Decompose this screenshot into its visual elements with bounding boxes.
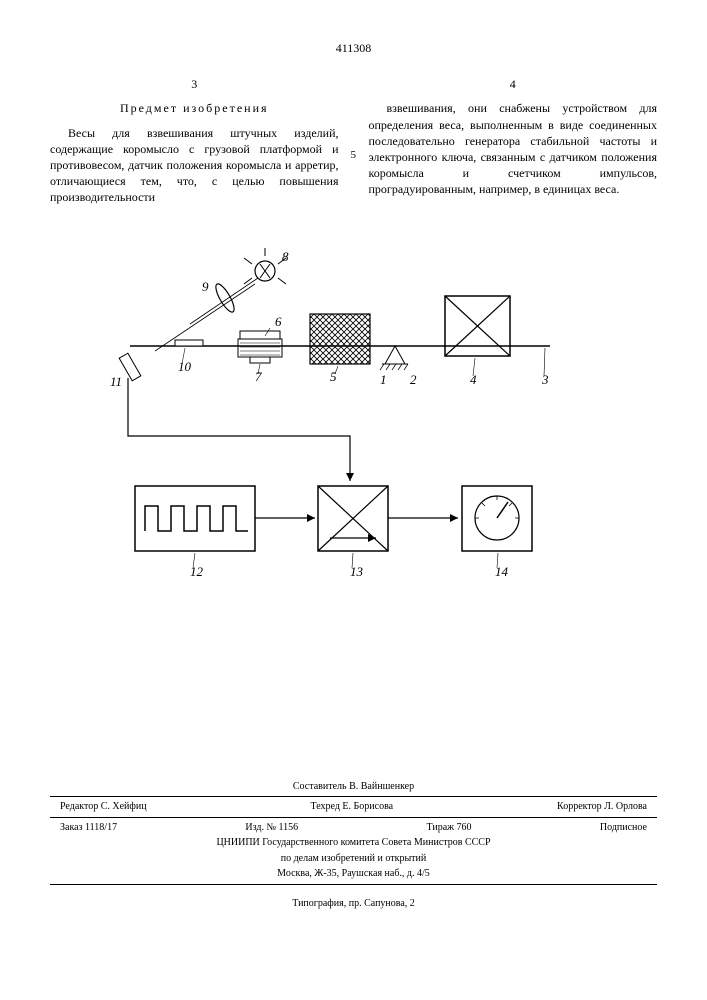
typography: Типография, пр. Сапунова, 2 [50,897,657,911]
label-1: 1 [380,372,387,387]
text-columns: 3 Предмет изобретения Весы для взвешиван… [50,76,657,205]
diagram-svg: 8 9 10 11 6 7 5 1 2 4 3 [50,236,610,596]
order: Заказ 1118/17 [60,821,117,835]
left-col-number: 3 [50,76,339,92]
corrector: Корректор Л. Орлова [557,800,647,814]
label-2: 2 [410,372,417,387]
line-marker-5: 5 [351,148,357,163]
address: Москва, Ж-35, Раушская наб., д. 4/5 [50,867,657,881]
label-4: 4 [470,372,477,387]
slit-icon [175,340,203,346]
label-8: 8 [282,249,289,264]
bulb-icon [244,248,286,284]
compiler: Составитель В. Вайншенкер [50,780,657,794]
left-column: 3 Предмет изобретения Весы для взвешиван… [50,76,339,205]
section-title: Предмет изобретения [50,100,339,116]
document-number: 411308 [50,40,657,56]
pivot-icon [385,346,405,364]
label-10: 10 [178,359,192,374]
right-column: 4 5 взвешивания, они снабжены устройство… [369,76,658,205]
org2: по делам изобретений и открытий [50,852,657,866]
izd: Изд. № 1156 [245,821,298,835]
label-12: 12 [190,564,204,579]
block-12 [135,486,255,551]
sensor-icon [119,353,141,381]
footer: Составитель В. Вайншенкер Редактор С. Хе… [50,780,657,911]
right-paragraph: взвешивания, они снабжены устройством дл… [369,100,658,197]
coil-icon [238,331,282,363]
techred: Техред Е. Борисова [311,800,394,814]
org1: ЦНИИПИ Государственного комитета Совета … [50,836,657,850]
label-9: 9 [202,279,209,294]
pulse-waveform-icon [145,506,248,531]
schematic-diagram: 8 9 10 11 6 7 5 1 2 4 3 [50,236,657,600]
signed: Подписное [600,821,647,835]
editor: Редактор С. Хейфиц [60,800,147,814]
label-3: 3 [541,372,549,387]
right-col-number: 4 [369,76,658,92]
left-paragraph: Весы для взвешивания штучных изделий, со… [50,125,339,206]
tirage: Тираж 760 [427,821,472,835]
block-5 [310,314,370,364]
label-11: 11 [110,374,122,389]
label-6: 6 [275,314,282,329]
